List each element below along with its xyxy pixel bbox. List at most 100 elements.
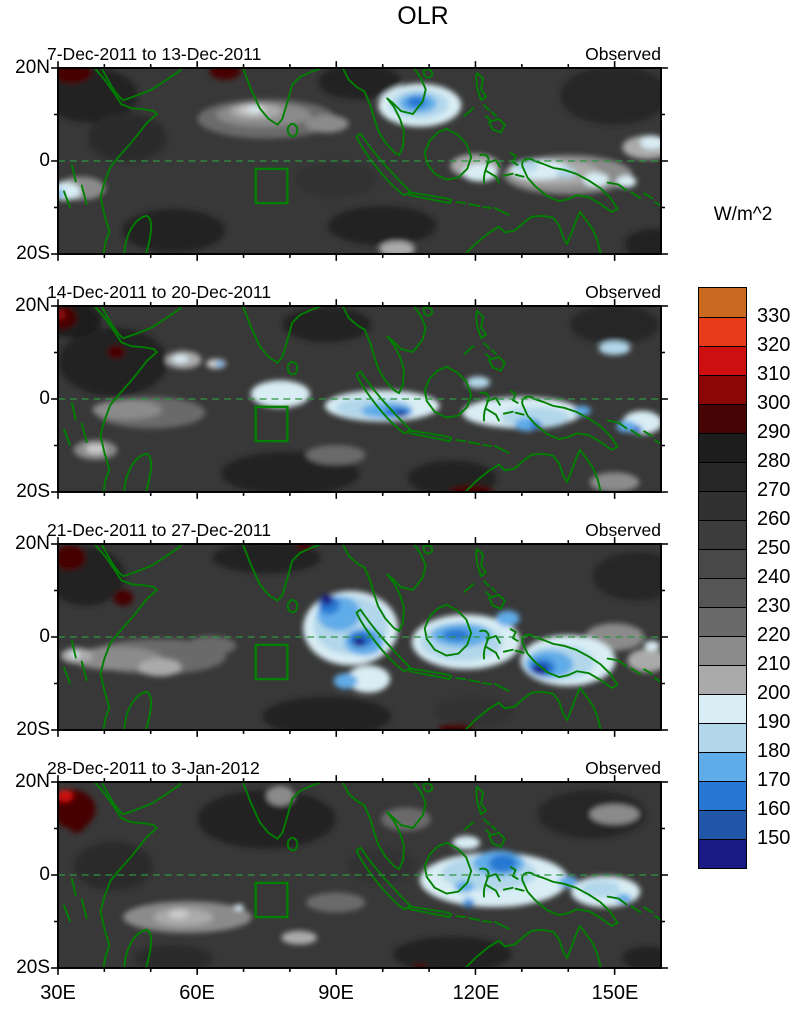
lon-axis-label: 60E [179, 982, 215, 1004]
olr-map-panel-1 [51, 61, 668, 261]
colorbar-cell [699, 404, 746, 433]
colorbar-cell [699, 520, 746, 549]
colorbar-tick-label: 200 [757, 682, 791, 704]
colorbar-cell [699, 781, 746, 810]
study-region-box [254, 167, 289, 205]
colorbar-cell [699, 549, 746, 578]
olr-anomaly-blob [113, 590, 134, 606]
lon-axis-label: 30E [40, 982, 76, 1004]
olr-anomaly-blob [442, 629, 471, 641]
colorbar-tick-label: 220 [757, 624, 791, 646]
olr-anomaly-blob [393, 936, 512, 968]
colorbar [698, 287, 747, 869]
colorbar-units-label: W/m^2 [713, 204, 773, 225]
olr-anomaly-blob [379, 241, 415, 254]
olr-anomaly-blob [68, 819, 85, 833]
olr-anomaly-blob [250, 380, 311, 408]
panel-date-label: 21-Dec-2011 to 27-Dec-2011 [47, 520, 272, 540]
olr-anomaly-blob [558, 875, 578, 888]
page-title: OLR [397, 2, 449, 30]
colorbar-cell [699, 317, 746, 346]
axis-ticks [51, 537, 668, 737]
colorbar-tick-label: 170 [757, 769, 791, 791]
olr-anomaly-blob [466, 376, 490, 389]
lat-axis-label: 0 [39, 388, 50, 409]
olr-anomaly-blob [282, 306, 372, 343]
olr-anomaly-blob [592, 551, 661, 601]
olr-anomaly-blob [138, 658, 182, 677]
olr-anomaly-blob [589, 472, 640, 492]
olr-anomaly-blob [281, 930, 317, 945]
olr-anomaly-blob [306, 445, 366, 465]
olr-anomaly-blob [306, 892, 366, 913]
panel-4-header: 28-Dec-2011 to 3-Jan-2012 Observed [47, 755, 661, 779]
colorbar-cell [699, 462, 746, 491]
olr-anomaly-blob [305, 114, 349, 133]
olr-anomaly-blob [346, 665, 391, 693]
olr-map-panel-3 [51, 537, 668, 737]
olr-anomaly-blob [615, 893, 632, 904]
lat-axis-label: 20S [16, 957, 50, 978]
lat-axis-label: 0 [39, 150, 50, 171]
lat-axis-label: 0 [39, 626, 50, 647]
olr-anomaly-blob [560, 68, 661, 125]
colorbar-tick-label: 320 [757, 334, 791, 356]
olr-anomaly-blob [589, 804, 640, 825]
olr-anomaly-blob [85, 444, 106, 454]
panel-source-label: Observed [585, 44, 661, 64]
olr-anomaly-blob [327, 206, 437, 246]
olr-anomaly-blob [87, 113, 167, 162]
colorbar-cell [699, 665, 746, 694]
olr-anomaly-blob [134, 944, 214, 968]
olr-anomaly-blob [462, 163, 498, 182]
colorbar-tick-label: 310 [757, 363, 791, 385]
axis-ticks [51, 299, 668, 499]
olr-anomaly-blob [107, 345, 126, 359]
colorbar-cell [699, 607, 746, 636]
colorbar-tick-label: 230 [757, 595, 791, 617]
olr-anomaly-blob [644, 640, 661, 651]
olr-anomaly-blob [58, 327, 168, 397]
olr-anomaly-blob [640, 135, 661, 150]
panel-date-label: 7-Dec-2011 to 13-Dec-2011 [47, 44, 262, 64]
colorbar-tick-label: 290 [757, 421, 791, 443]
colorbar-cell [699, 694, 746, 723]
colorbar-cell [699, 375, 746, 404]
olr-anomaly-blob [122, 208, 226, 253]
olr-anomaly-blob [172, 354, 189, 363]
olr-anomaly-blob [353, 637, 366, 647]
olr-map-panel-4 [51, 775, 668, 975]
olr-anomaly-blob [247, 106, 262, 113]
colorbar-tick-label: 180 [757, 740, 791, 762]
colorbar-cell [699, 288, 746, 317]
panel-source-label: Observed [585, 520, 661, 540]
lat-axis-label: 20N [15, 533, 50, 554]
olr-anomaly-blob [532, 664, 549, 675]
olr-anomaly-blob [58, 789, 73, 802]
colorbar-tick-label: 160 [757, 798, 791, 820]
olr-anomaly-blob [233, 904, 244, 911]
olr-anomaly-blob [216, 360, 225, 368]
lat-axis-label: 20N [15, 57, 50, 78]
olr-anomaly-blob [488, 854, 517, 873]
olr-anomaly-blob [317, 68, 402, 100]
colorbar-cell [699, 433, 746, 462]
olr-anomaly-blob [320, 594, 333, 606]
olr-anomaly-blob [624, 228, 661, 254]
colorbar-tick-label: 300 [757, 392, 791, 414]
olr-anomaly-blob [407, 460, 497, 492]
olr-anomaly-blob [495, 610, 520, 627]
colorbar-tick-label: 210 [757, 653, 791, 675]
colorbar-tick-label: 240 [757, 566, 791, 588]
study-region-box [254, 881, 289, 919]
panel-date-label: 14-Dec-2011 to 20-Dec-2011 [47, 282, 272, 302]
panel-source-label: Observed [585, 758, 661, 778]
olr-anomaly-blob [212, 544, 321, 574]
lon-axis-label: 150E [591, 982, 639, 1004]
lat-axis-label: 20S [16, 481, 50, 502]
olr-anomaly-blob [438, 724, 475, 730]
olr-anomaly-blob [580, 879, 621, 898]
olr-anomaly-blob [570, 306, 660, 345]
colorbar-tick-label: 280 [757, 450, 791, 472]
